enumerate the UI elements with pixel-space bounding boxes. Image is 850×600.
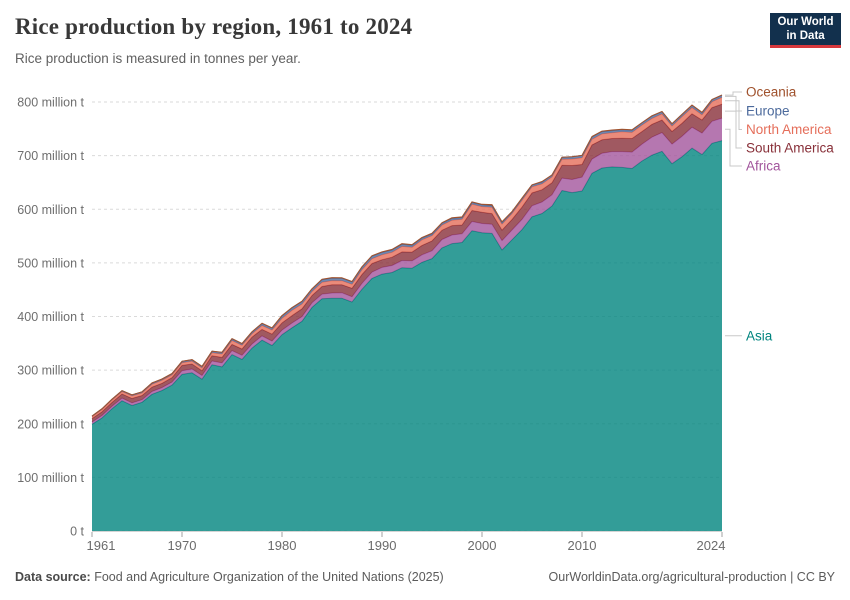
area-asia[interactable] bbox=[92, 140, 722, 531]
license-note: OurWorldinData.org/agricultural-producti… bbox=[548, 570, 835, 584]
x-axis-label-1970: 1970 bbox=[168, 538, 197, 553]
y-axis-label-700: 700 million t bbox=[17, 149, 84, 163]
page-title: Rice production by region, 1961 to 2024 bbox=[15, 14, 413, 39]
x-axis-label-1990: 1990 bbox=[368, 538, 397, 553]
area-south-america[interactable] bbox=[92, 104, 722, 423]
data-source-text: Food and Agriculture Organization of the… bbox=[90, 570, 444, 584]
legend-label-oceania[interactable]: Oceania bbox=[746, 85, 797, 100]
y-axis-label-400: 400 million t bbox=[17, 310, 84, 324]
area-outline-oceania bbox=[91, 94, 723, 417]
data-source-label: Data source: bbox=[15, 570, 91, 584]
x-axis-label-1961: 1961 bbox=[87, 538, 116, 553]
x-axis-label-2010: 2010 bbox=[568, 538, 597, 553]
legend-label-south-america[interactable]: South America bbox=[746, 141, 834, 156]
y-axis-label-500: 500 million t bbox=[17, 256, 84, 270]
legend-connector-europe bbox=[725, 95, 742, 112]
owid-logo: Our World in Data bbox=[770, 13, 841, 48]
legend-connector-oceania bbox=[725, 91, 742, 96]
owid-logo-line2: in Data bbox=[786, 30, 825, 42]
legend-connector-africa bbox=[725, 128, 742, 167]
legend-label-north-america[interactable]: North America bbox=[746, 122, 832, 137]
y-axis-label-600: 600 million t bbox=[17, 203, 84, 217]
y-axis-label-300: 300 million t bbox=[17, 364, 84, 378]
y-axis-label-0: 0 t bbox=[70, 525, 84, 539]
y-axis-label-100: 100 million t bbox=[17, 471, 84, 485]
chart-subtitle: Rice production is measured in tonnes pe… bbox=[15, 51, 301, 66]
x-axis-label-2000: 2000 bbox=[468, 538, 497, 553]
x-axis-label-2024: 2024 bbox=[697, 538, 726, 553]
legend-connector-south-america bbox=[725, 110, 742, 149]
area-africa[interactable] bbox=[92, 118, 722, 425]
x-axis-label-1980: 1980 bbox=[268, 538, 297, 553]
y-axis-label-800: 800 million t bbox=[17, 96, 84, 110]
legend-label-africa[interactable]: Africa bbox=[746, 159, 781, 174]
data-source-note: Data source: Food and Agriculture Organi… bbox=[15, 570, 444, 584]
area-north-america[interactable] bbox=[92, 97, 722, 419]
legend-label-asia[interactable]: Asia bbox=[746, 328, 773, 343]
y-axis-label-200: 200 million t bbox=[17, 417, 84, 431]
area-europe[interactable] bbox=[92, 95, 722, 417]
owid-logo-line1: Our World bbox=[777, 15, 834, 28]
legend-label-europe[interactable]: Europe bbox=[746, 104, 790, 119]
legend-connector-north-america bbox=[725, 100, 742, 130]
